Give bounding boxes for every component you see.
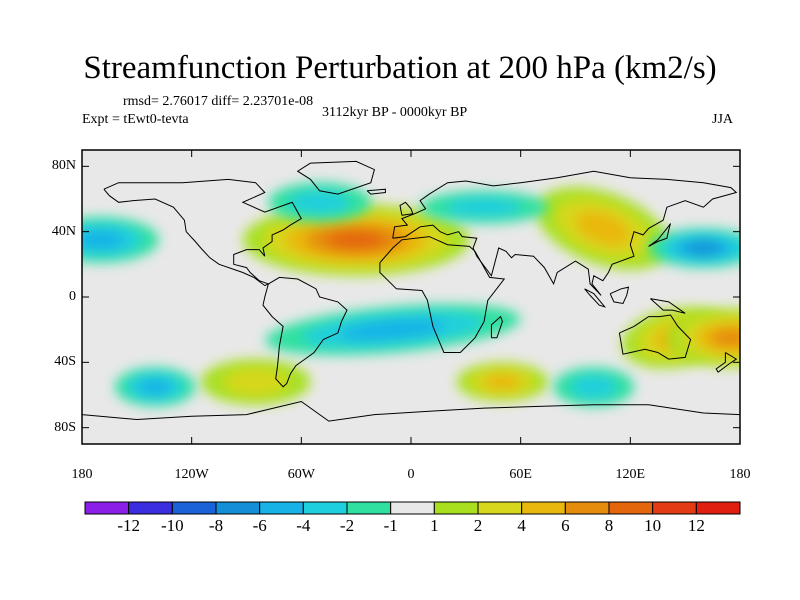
experiment-label: Expt = tEwt0-tevta [82, 112, 189, 127]
field-east-pacific-low [82, 216, 159, 263]
colorbar-box [302, 501, 348, 515]
coastline-greenland [296, 160, 375, 195]
lat-label: 0 [69, 289, 76, 304]
lon-label: 60E [509, 467, 532, 482]
colorbar-box [171, 501, 217, 515]
lon-label: 60W [287, 467, 315, 482]
lon-label: 0 [407, 467, 415, 482]
colorbar-label: 10 [644, 516, 662, 535]
coastline-borneo [609, 286, 630, 305]
colorbar-label: 4 [517, 516, 526, 535]
colorbar-label: -4 [296, 516, 311, 535]
colorbar-box [695, 501, 741, 515]
coastline-north-america [103, 178, 302, 287]
coastline-antarctica [82, 400, 740, 422]
colorbar-box [433, 501, 479, 515]
coastline-iceland [366, 188, 386, 195]
lon-label: 180 [729, 467, 751, 482]
colorbar-box [564, 501, 610, 515]
colorbar-box [84, 501, 130, 515]
field-asia-pacific-high [536, 187, 670, 270]
coastline-south-america [262, 276, 348, 388]
colorbar-label: -1 [383, 516, 398, 535]
field-south-pacific-high [666, 308, 740, 368]
colorbar-label: 8 [604, 516, 614, 535]
field-southern-ocean-low [553, 367, 634, 407]
lat-label: 40S [54, 354, 76, 370]
field-south-pacific-low [114, 367, 196, 407]
field-west-pacific-low [648, 228, 740, 268]
coastline-sumatra [584, 288, 607, 308]
colorbar-box [346, 501, 392, 515]
coastline-uk [399, 201, 414, 216]
colorbar-box [259, 501, 304, 515]
coastline-australia [618, 314, 692, 360]
lat-label: 80S [54, 419, 76, 435]
field-south-atlantic-high [200, 359, 311, 405]
map-background [82, 150, 740, 444]
colorbar-box [215, 501, 261, 515]
field-north-atlantic-africa-high [242, 203, 470, 276]
period-label: 3112kyr BP - 0000kyr BP [322, 105, 468, 120]
colorbar-label: -6 [252, 516, 267, 535]
lon-label: 120E [615, 467, 646, 482]
colorbar-box [608, 501, 654, 515]
colorbar-label: -12 [117, 516, 140, 535]
colorbar-box [652, 501, 697, 515]
field-north-atlantic-low [268, 182, 371, 222]
lon-label: 180 [71, 467, 93, 482]
lat-label: 80N [51, 158, 76, 174]
coastline-new-guinea [650, 298, 686, 314]
coastline-madagascar [490, 315, 503, 339]
colorbar-box [128, 501, 173, 515]
stats-text: rmsd= 2.76017 diff= 2.23701e-08 [123, 94, 314, 109]
colorbar-label: 6 [561, 516, 570, 535]
colorbar-box [390, 501, 435, 515]
colorbar-label: -10 [160, 516, 184, 535]
coastline-japan [648, 223, 671, 247]
field-eurasia-low [420, 190, 549, 224]
season-label: JJA [712, 112, 734, 127]
colorbar-label: -2 [339, 516, 355, 535]
colorbar-label: 2 [473, 516, 483, 535]
lat-label: 40N [51, 223, 76, 239]
colorbar-box [521, 501, 566, 515]
lon-label: 120W [174, 467, 209, 482]
coastline-eurasia [392, 170, 738, 296]
field-south-indian-high [456, 362, 549, 402]
colorbar-label: 1 [430, 516, 439, 535]
coastline-africa [379, 236, 506, 353]
colorbar-box [477, 501, 523, 515]
colorbar-label: 12 [687, 516, 705, 535]
colorbar-label: -8 [208, 516, 224, 535]
map-title: Streamfunction Perturbation at 200 hPa (… [83, 50, 717, 86]
coastline-new-zealand [715, 352, 738, 373]
field-southern-tropical-low [265, 304, 521, 356]
